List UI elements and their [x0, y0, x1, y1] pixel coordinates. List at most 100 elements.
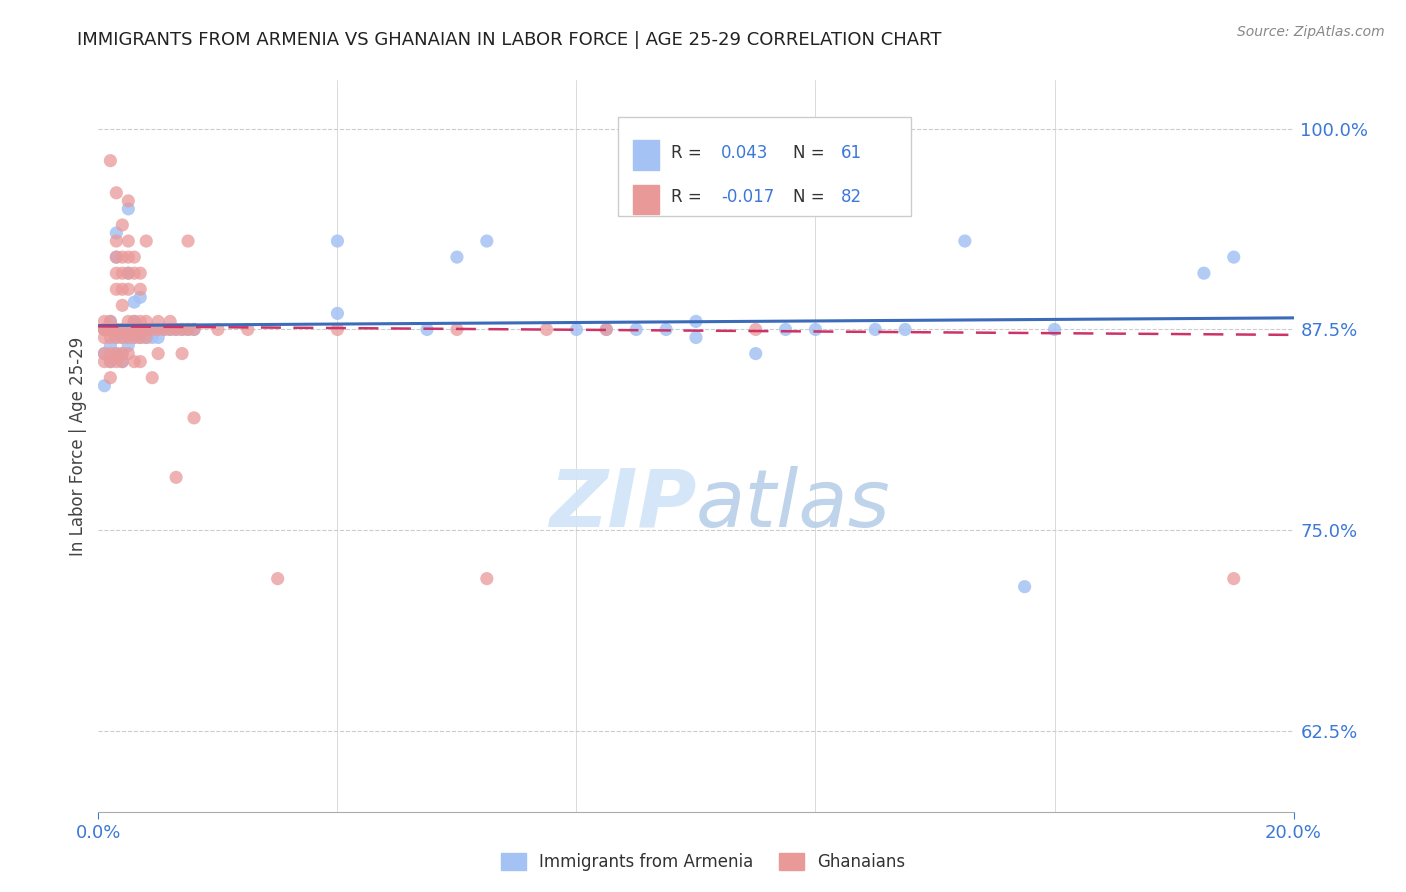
Text: R =: R =	[671, 144, 707, 161]
Point	[93, 378, 115, 392]
Bar	[633, 185, 659, 214]
Point	[117, 266, 139, 280]
Point	[655, 322, 678, 336]
Point	[446, 250, 468, 264]
Point	[775, 322, 797, 336]
Point	[124, 330, 146, 344]
Point	[129, 282, 152, 296]
Point	[98, 314, 122, 328]
Point	[105, 186, 128, 200]
Text: R =: R =	[671, 188, 707, 206]
Point	[124, 322, 146, 336]
Point	[595, 322, 617, 336]
Point	[117, 314, 139, 328]
Point	[416, 322, 439, 336]
Point	[111, 282, 134, 296]
Point	[267, 572, 290, 586]
Point	[165, 322, 187, 336]
Point	[165, 470, 187, 484]
Point	[148, 322, 170, 336]
Point	[98, 322, 122, 336]
Point	[111, 218, 134, 232]
Legend: Immigrants from Armenia, Ghanaians: Immigrants from Armenia, Ghanaians	[492, 845, 914, 880]
Point	[117, 202, 139, 216]
Bar	[633, 140, 659, 169]
Point	[93, 346, 115, 360]
Text: 61: 61	[841, 144, 862, 161]
Point	[105, 234, 128, 248]
Point	[117, 282, 139, 296]
Point	[172, 346, 194, 360]
Point	[135, 314, 157, 328]
Point	[141, 330, 163, 344]
Point	[141, 322, 163, 336]
Point	[129, 314, 152, 328]
Point	[105, 250, 128, 264]
Point	[98, 370, 122, 384]
Point	[117, 234, 139, 248]
Point	[236, 322, 259, 336]
Point	[953, 234, 976, 248]
Point	[124, 322, 146, 336]
Point	[111, 266, 134, 280]
Point	[141, 370, 163, 384]
Point	[565, 322, 588, 336]
Point	[111, 346, 134, 360]
Point	[117, 330, 139, 344]
Point	[326, 322, 349, 336]
Point	[117, 338, 139, 352]
Point	[685, 330, 707, 344]
Point	[129, 322, 152, 336]
Point	[93, 330, 115, 344]
Point	[148, 314, 170, 328]
Point	[105, 346, 128, 360]
Point	[111, 322, 134, 336]
Point	[326, 234, 349, 248]
Point	[111, 322, 134, 336]
Point	[111, 330, 134, 344]
Point	[93, 354, 115, 368]
Text: 0.043: 0.043	[721, 144, 769, 161]
Point	[98, 354, 122, 368]
Point	[183, 322, 205, 336]
Point	[117, 266, 139, 280]
Point	[124, 330, 146, 344]
Point	[105, 354, 128, 368]
Point	[804, 322, 827, 336]
Point	[153, 322, 176, 336]
Point	[93, 314, 115, 328]
Point	[105, 250, 128, 264]
Point	[117, 330, 139, 344]
Point	[129, 330, 152, 344]
Point	[148, 330, 170, 344]
Point	[93, 322, 115, 336]
Point	[105, 226, 128, 240]
Point	[446, 322, 468, 336]
Point	[105, 282, 128, 296]
Point	[124, 314, 146, 328]
Point	[159, 314, 181, 328]
Point	[111, 346, 134, 360]
Point	[626, 322, 648, 336]
Text: ZIP: ZIP	[548, 466, 696, 543]
Y-axis label: In Labor Force | Age 25-29: In Labor Force | Age 25-29	[69, 336, 87, 556]
Point	[475, 234, 498, 248]
Point	[124, 250, 146, 264]
Point	[98, 330, 122, 344]
Point	[326, 306, 349, 320]
Text: atlas: atlas	[696, 466, 891, 543]
Point	[129, 290, 152, 304]
Point	[124, 295, 146, 310]
Point	[159, 322, 181, 336]
Point	[105, 330, 128, 344]
Point	[183, 322, 205, 336]
Point	[111, 354, 134, 368]
Point	[93, 346, 115, 360]
Point	[129, 322, 152, 336]
Point	[135, 322, 157, 336]
Point	[183, 410, 205, 425]
Point	[124, 266, 146, 280]
Point	[536, 322, 558, 336]
Point	[98, 322, 122, 336]
Point	[111, 330, 134, 344]
